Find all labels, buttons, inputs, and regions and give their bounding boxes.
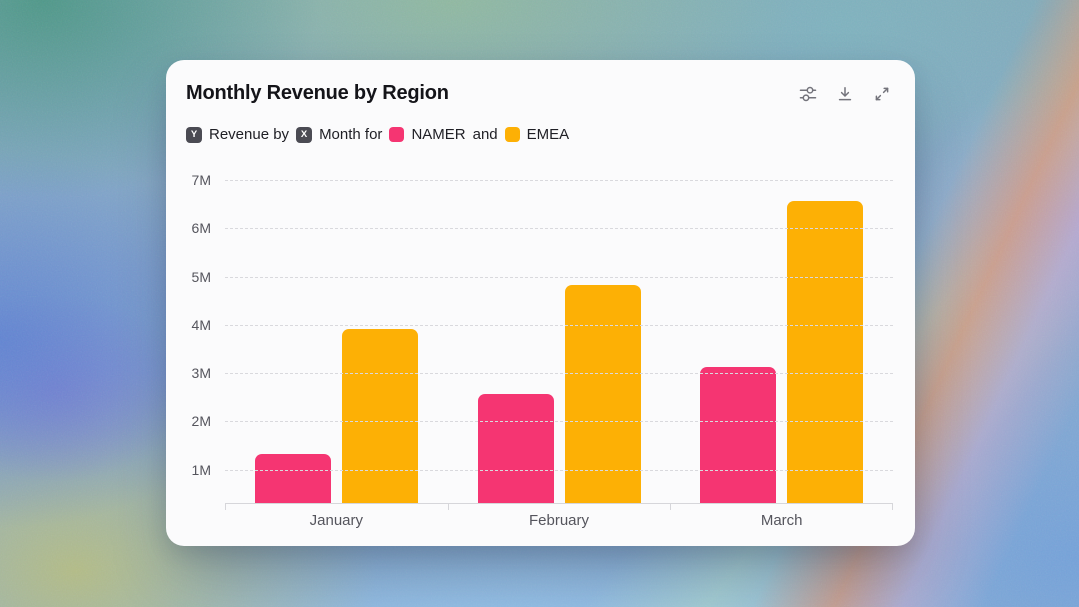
plot-area bbox=[225, 165, 893, 510]
gridline bbox=[225, 324, 893, 326]
legend-swatch-namer bbox=[389, 127, 405, 142]
bar-group-january bbox=[225, 165, 448, 503]
y-axis-labels: 1M 2M 3M 4M 5M 6M 7M bbox=[166, 165, 211, 504]
sliders-icon bbox=[799, 86, 817, 102]
bar-group-march bbox=[670, 165, 893, 503]
gridline bbox=[225, 276, 893, 278]
bar-emea-february[interactable] bbox=[564, 285, 641, 503]
bar-namer-february[interactable] bbox=[477, 393, 554, 503]
gridline bbox=[225, 228, 893, 230]
x-axis-badge: X bbox=[296, 126, 313, 143]
chart-card: Monthly Revenue by Region bbox=[166, 60, 915, 546]
x-axis-tick bbox=[670, 503, 672, 510]
bar-namer-march[interactable] bbox=[700, 367, 777, 503]
legend-label-emea: EMEA bbox=[526, 126, 570, 143]
gridline bbox=[225, 421, 893, 423]
y-tick-label: 5M bbox=[191, 268, 211, 285]
filter-settings-button[interactable] bbox=[799, 85, 817, 103]
download-icon bbox=[838, 87, 852, 101]
page-title: Monthly Revenue by Region bbox=[186, 82, 449, 104]
x-axis-tick bbox=[447, 503, 449, 510]
x-axis-label-january: January bbox=[309, 512, 364, 529]
expand-icon bbox=[875, 87, 889, 101]
x-axis-labels: January February March bbox=[225, 512, 893, 529]
gridline bbox=[225, 469, 893, 471]
expand-button[interactable] bbox=[873, 85, 891, 103]
y-tick-label: 1M bbox=[191, 461, 211, 478]
bar-namer-january[interactable] bbox=[254, 454, 331, 503]
legend-swatch-emea bbox=[504, 127, 520, 142]
bar-group-february bbox=[448, 165, 671, 503]
x-axis-tick bbox=[892, 503, 893, 510]
y-tick-label: 3M bbox=[191, 365, 211, 382]
y-tick-label: 7M bbox=[191, 171, 211, 188]
subtitle-text-month-for: Month for bbox=[319, 126, 383, 143]
y-axis-badge: Y bbox=[186, 126, 202, 143]
card-toolbar bbox=[799, 85, 891, 103]
x-axis-tick bbox=[225, 503, 226, 510]
subtitle-text-revenue-by: Revenue by bbox=[209, 126, 290, 143]
y-tick-label: 2M bbox=[191, 413, 211, 430]
bar-emea-march[interactable] bbox=[787, 200, 864, 503]
legend-label-namer: NAMER bbox=[411, 126, 466, 143]
gridline bbox=[225, 179, 893, 181]
x-axis-label-february: February bbox=[528, 512, 590, 529]
bar-groups bbox=[225, 165, 893, 503]
y-tick-label: 6M bbox=[191, 220, 211, 237]
chart-subtitle-legend: Y Revenue by X Month for NAMER and EMEA bbox=[186, 126, 569, 143]
x-axis-label-march: March bbox=[760, 512, 803, 529]
y-tick-label: 4M bbox=[191, 316, 211, 333]
gridline bbox=[225, 373, 893, 375]
bar-emea-january[interactable] bbox=[341, 328, 418, 503]
subtitle-text-and: and bbox=[472, 126, 498, 143]
download-button[interactable] bbox=[836, 85, 854, 103]
